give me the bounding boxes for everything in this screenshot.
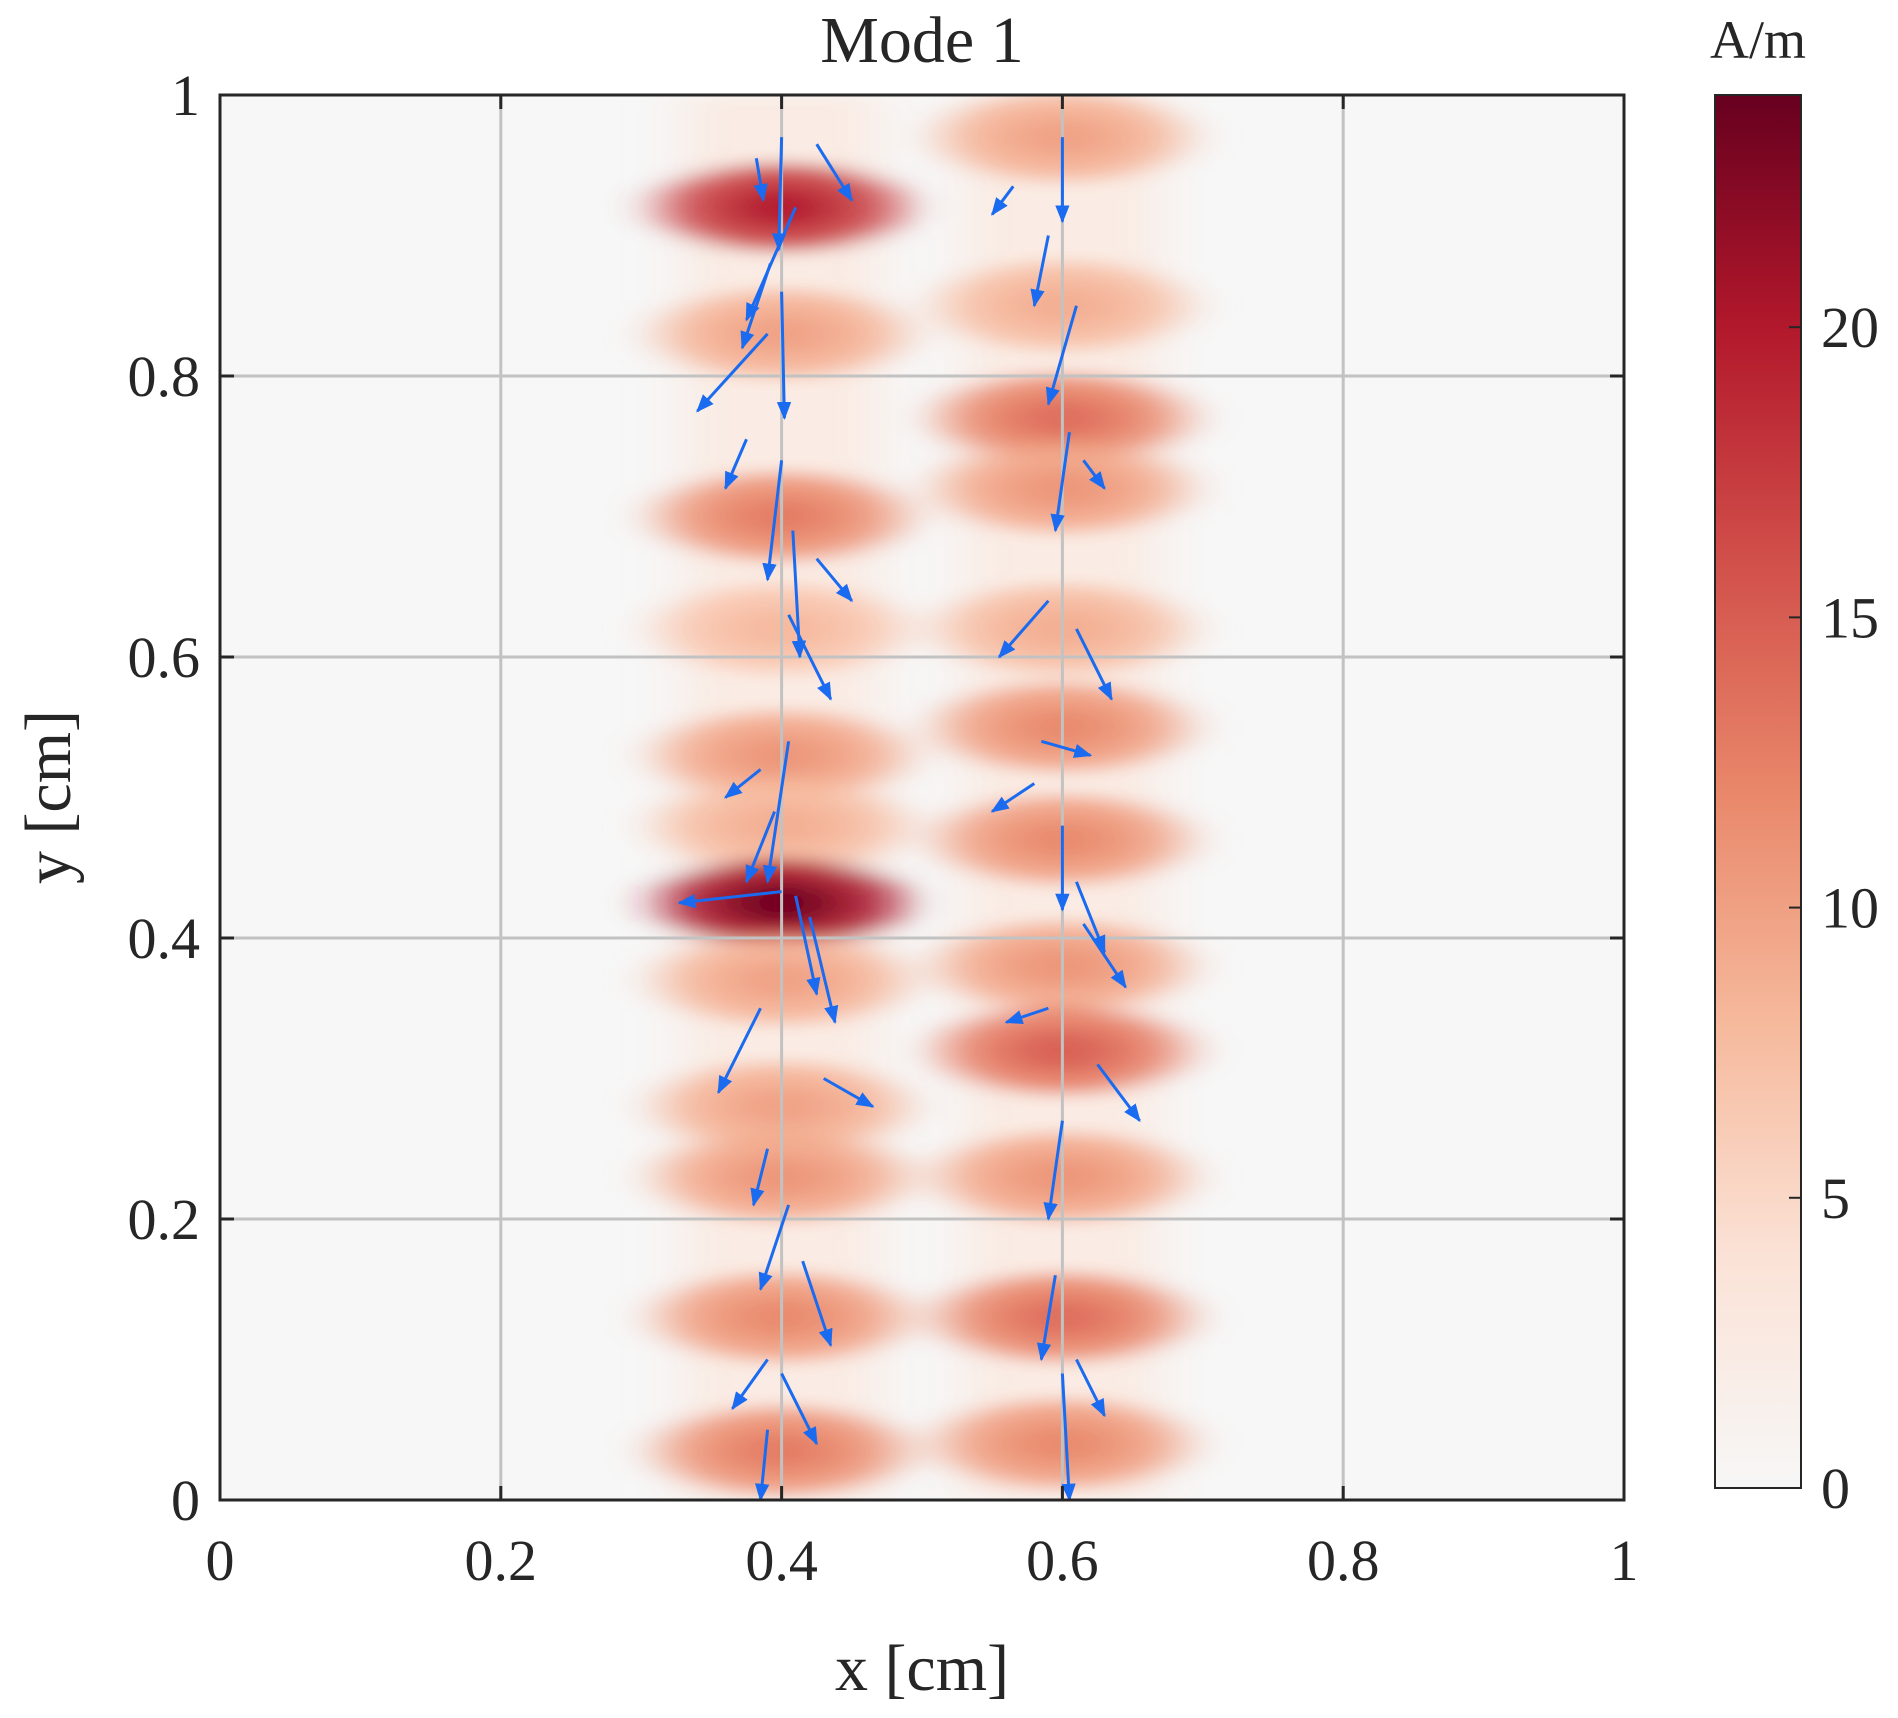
colorbar [1714, 94, 1802, 1489]
quiver-arrow [794, 895, 821, 996]
quiver-arrow [1045, 305, 1078, 406]
quiver-arrow [780, 1372, 819, 1446]
quiver-arrow [1030, 235, 1050, 308]
plot-area [220, 95, 1624, 1500]
quiver-arrow [815, 557, 853, 603]
quiver-arrow [787, 614, 833, 701]
quiver-arrow [1004, 1006, 1049, 1025]
x-tick-label: 0.2 [465, 1528, 538, 1593]
quiver-arrow [1050, 431, 1071, 533]
x-tick-label: 1 [1610, 1528, 1639, 1593]
quiver-arrow [1082, 923, 1127, 989]
x-tick-label: 0.6 [1026, 1528, 1099, 1593]
quiver-arrow [1075, 881, 1106, 954]
quiver-arrow [1082, 459, 1106, 490]
colorbar-tick-label: 5 [1821, 1166, 1850, 1231]
quiver-arrow [677, 890, 782, 909]
colorbar-tick-label: 15 [1821, 585, 1879, 650]
quiver-arrow [1075, 628, 1113, 701]
axes-frame [218, 93, 1626, 1502]
quiver-arrow [758, 1204, 791, 1291]
colorbar-label: A/m [1710, 10, 1806, 70]
quiver-arrow [1040, 739, 1093, 758]
quiver-arrow [1060, 1373, 1076, 1500]
quiver-arrow [801, 1260, 833, 1348]
quiver-arrow [754, 1429, 770, 1500]
quiver-arrow [753, 157, 768, 203]
x-axis-label: x [cm] [835, 1632, 1009, 1705]
x-tick-label: 0.4 [745, 1528, 818, 1593]
quiver-arrow [1043, 1120, 1064, 1221]
quiver-arrow [750, 1148, 770, 1207]
quiver-arrow [1075, 1358, 1106, 1418]
colorbar-tick-label: 20 [1821, 295, 1879, 360]
quiver-arrow [745, 810, 776, 884]
quiver-arrow [990, 185, 1015, 216]
quiver-arrow [740, 263, 772, 350]
y-tick-label: 1 [171, 63, 200, 128]
quiver-arrow [998, 599, 1050, 659]
y-tick-labels: 0 0.2 0.4 0.6 0.8 1 [128, 63, 201, 1533]
y-tick-label: 0.2 [128, 1187, 201, 1252]
quiver-arrow [731, 1358, 769, 1411]
colorbar-tick-label: 0 [1821, 1456, 1850, 1521]
quiver-arrow [724, 768, 762, 799]
quiver-arrow [776, 291, 792, 420]
y-tick-label: 0.8 [128, 344, 201, 409]
chart-title: Mode 1 [820, 4, 1023, 77]
x-tick-label: 0.8 [1307, 1528, 1380, 1593]
quiver-arrow [724, 438, 748, 491]
quiver-arrow [771, 137, 787, 252]
x-tick-label: 0 [206, 1528, 235, 1593]
quiver-arrow [717, 1007, 762, 1095]
tick-marks [218, 93, 1626, 1502]
quiver-arrow [808, 916, 839, 1025]
colorbar-ticks: 0 5 10 15 20 [1789, 295, 1879, 1521]
y-tick-label: 0.4 [128, 906, 201, 971]
y-axis-label: y [cm] [12, 710, 85, 884]
quiver-arrow [822, 1077, 875, 1108]
quiver-arrow [762, 460, 784, 582]
quiver-arrow [990, 782, 1036, 813]
x-tick-labels: 0 0.2 0.4 0.6 0.8 1 [206, 1528, 1639, 1593]
quiver-arrow [762, 741, 791, 884]
y-tick-label: 0 [171, 1468, 200, 1533]
quiver-arrows [677, 137, 1141, 1500]
quiver-arrow [1096, 1063, 1141, 1123]
quiver-arrow [815, 143, 854, 202]
quiver-arrow [1036, 1274, 1057, 1362]
quiver-arrow [745, 206, 798, 322]
quiver-arrow [696, 332, 769, 413]
colorbar-tick-label: 10 [1821, 876, 1879, 941]
y-tick-label: 0.6 [128, 625, 201, 690]
